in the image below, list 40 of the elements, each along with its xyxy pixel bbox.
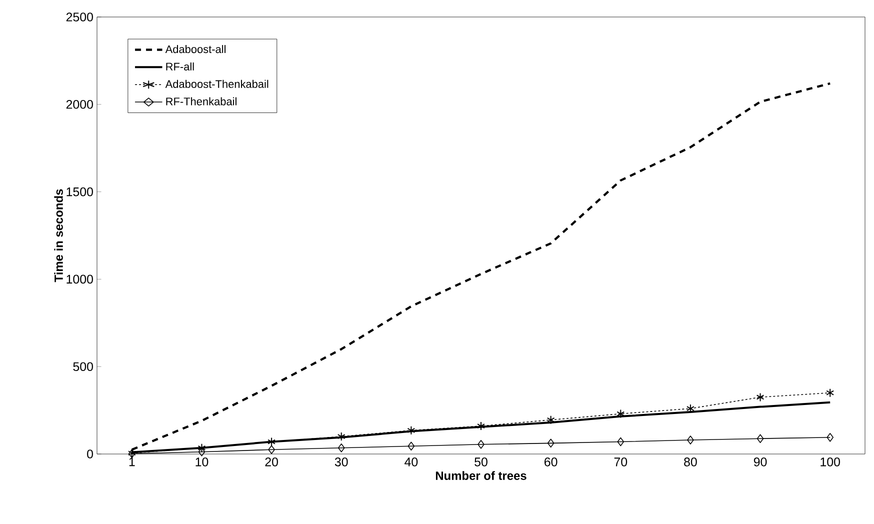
y-tick-label: 2000 — [66, 100, 93, 109]
x-axis-title: Number of trees — [436, 471, 526, 480]
point — [337, 432, 346, 442]
x-tick-label: 1 — [129, 458, 135, 466]
x-tick-label: 30 — [334, 458, 348, 466]
x-tick-label: 20 — [265, 458, 278, 466]
x-tick-label: 100 — [820, 458, 840, 466]
point — [477, 422, 485, 431]
y-tick-label: 1000 — [66, 274, 93, 284]
y-tick-label: 0 — [87, 450, 93, 458]
x-tick-label: 80 — [684, 458, 697, 466]
x-tick-label: 40 — [404, 458, 418, 466]
point — [478, 440, 484, 449]
point — [616, 409, 625, 418]
point — [826, 432, 834, 442]
point — [408, 442, 415, 451]
legend-label: Adaboost-all — [165, 45, 226, 54]
point — [617, 437, 624, 446]
y-axis-title: Time in seconds — [54, 189, 63, 282]
point — [756, 434, 764, 444]
point — [198, 448, 206, 456]
x-tick-label: 10 — [196, 458, 208, 466]
point — [547, 438, 554, 448]
legend-label: RF-Thenkabail — [166, 97, 236, 106]
x-tick-label: 60 — [544, 458, 558, 466]
x-tick-label: 70 — [614, 458, 628, 466]
y-tick-label: 1500 — [66, 187, 93, 196]
y-tick-label: 2500 — [66, 12, 93, 22]
legend-label: RF-all — [166, 62, 194, 71]
point — [756, 392, 764, 402]
x-tick-label: 50 — [474, 458, 488, 466]
legend-label: Adaboost-Thenkabail — [165, 80, 268, 88]
point — [687, 436, 694, 444]
y-tick-label: 500 — [73, 362, 93, 372]
x-tick-label: 90 — [754, 458, 767, 466]
point — [826, 388, 834, 398]
point — [546, 415, 555, 424]
point — [338, 443, 345, 452]
point — [198, 443, 206, 452]
point — [407, 426, 416, 435]
